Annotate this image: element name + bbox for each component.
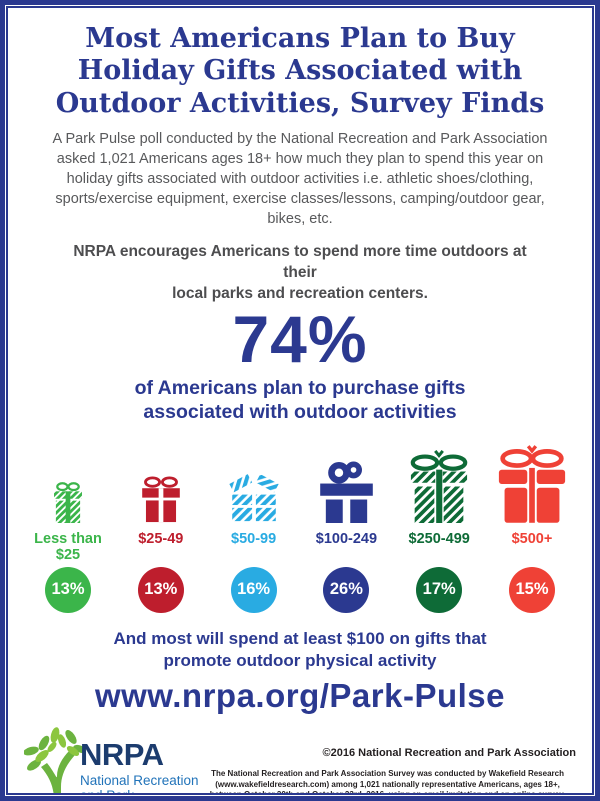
encouragement-line-2: local parks and recreation centers. [172, 285, 428, 303]
footer: NRPA National Recreation and Park Associ… [24, 723, 576, 795]
tier-percentage-badge: 13% [45, 566, 91, 613]
tier-percentage-badge: 13% [137, 566, 184, 613]
tier-percentage-badge: 16% [230, 566, 277, 613]
tier-label: $100-249 [315, 530, 378, 547]
nrpa-logo: NRPA National Recreation and Park Associ… [24, 723, 199, 793]
stat-caption-line-1: of Americans plan to purchase gifts [134, 377, 466, 400]
intro-paragraph: A Park Pulse poll conducted by the Natio… [52, 131, 548, 228]
tier-50-99: $50-99 16% [208, 439, 300, 613]
tier-less-than-25: Less than $25 13% [22, 439, 114, 613]
encouragement-line-1: NRPA encourages Americans to spend more … [73, 243, 527, 282]
stat-caption-line-2: associated with outdoor activities [143, 401, 457, 424]
nrpa-tagline: National Recreation and Park Association [80, 772, 199, 793]
gift-loop-bow-solid-icon [300, 439, 392, 523]
tier-label: Less than $25 [34, 530, 102, 564]
tier-label: $25-49 [138, 530, 184, 547]
tier-250-499: $250-499 17% [393, 439, 485, 613]
footer-legal: ©2016 National Recreation and Park Assoc… [199, 723, 576, 795]
page-title: Most Americans Plan to Buy Holiday Gifts… [34, 23, 566, 120]
tier-500-plus: $500+ 15% [486, 439, 578, 613]
conclusion-line-2: promote outdoor physical activity [163, 650, 437, 670]
title-line-1: Most Americans Plan to Buy [85, 23, 515, 54]
nrpa-tree-icon [24, 723, 86, 793]
tier-percentage-badge: 17% [416, 566, 463, 613]
content-frame: Most Americans Plan to Buy Holiday Gifts… [6, 6, 594, 795]
tier-100-249: $100-249 26% [300, 439, 392, 613]
title-line-2: Holiday Gifts Associated with [77, 55, 523, 87]
park-pulse-url[interactable]: www.nrpa.org/Park-Pulse [94, 676, 506, 714]
conclusion-line-1: And most will spend at least $100 on gif… [113, 628, 487, 648]
encouragement-text: NRPA encourages Americans to spend more … [65, 242, 535, 305]
tier-percentage-badge: 15% [508, 566, 555, 613]
tier-25-49: $25-49 13% [115, 439, 207, 613]
tier-percentage-badge: 26% [323, 566, 370, 613]
gift-open-lid-striped-icon [208, 439, 300, 523]
tier-label: $250-499 [408, 530, 470, 547]
nrpa-logo-text: NRPA National Recreation and Park Associ… [80, 736, 199, 793]
tier-label: $50-99 [231, 530, 277, 547]
headline-stat-value: 74% [232, 301, 368, 376]
title-line-3: Outdoor Activities, Survey Finds [55, 87, 545, 119]
headline-stat-caption: of Americans plan to purchase gifts asso… [90, 376, 510, 424]
spending-tier-chart: Less than $25 13% $25-49 13% [22, 439, 578, 613]
gift-striped-ribbon-icon [393, 439, 485, 523]
gift-striped-small-icon [22, 439, 114, 523]
gift-large-ribbon-icon [486, 439, 578, 523]
gift-solid-bow-icon [115, 439, 207, 523]
copyright-text: ©2016 National Recreation and Park Assoc… [322, 746, 576, 759]
conclusion-text: And most will spend at least $100 on gif… [80, 628, 520, 672]
survey-methodology-disclaimer: The National Recreation and Park Associa… [209, 768, 566, 795]
nrpa-acronym: NRPA [80, 736, 164, 772]
tier-label: $500+ [511, 530, 553, 547]
